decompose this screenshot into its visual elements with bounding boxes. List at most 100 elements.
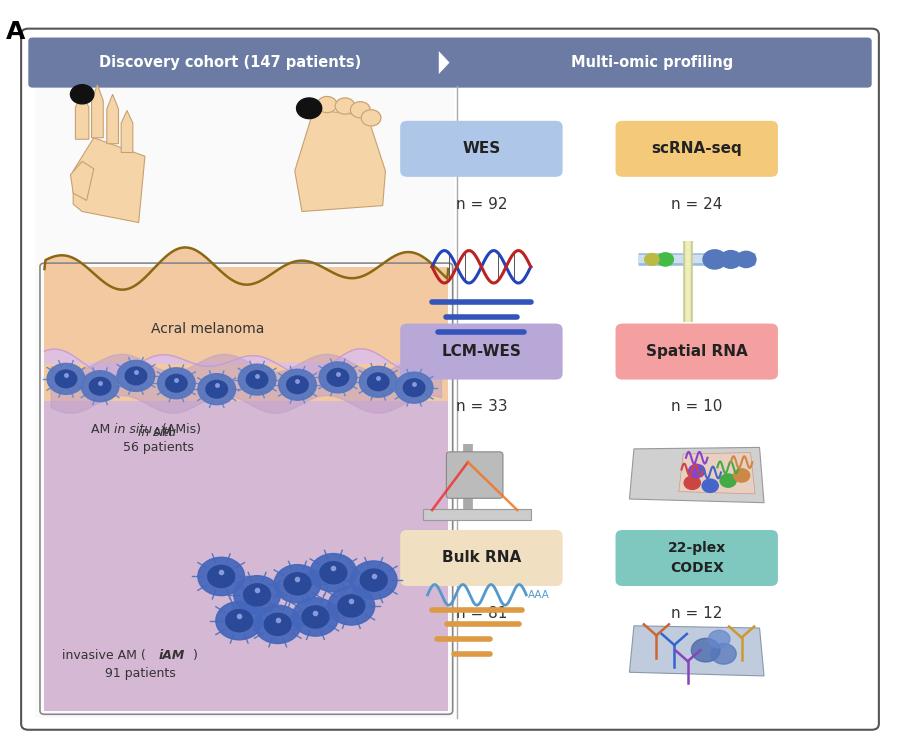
Text: n = 24: n = 24 xyxy=(671,197,723,212)
Text: CODEX: CODEX xyxy=(670,562,724,575)
Polygon shape xyxy=(295,110,385,212)
Text: 22-plex: 22-plex xyxy=(668,541,726,555)
Polygon shape xyxy=(679,453,755,494)
Text: in situ: in situ xyxy=(139,426,176,439)
Circle shape xyxy=(292,598,338,636)
Circle shape xyxy=(247,371,268,388)
Circle shape xyxy=(734,468,750,482)
Circle shape xyxy=(244,584,271,606)
Polygon shape xyxy=(70,161,94,201)
Polygon shape xyxy=(629,626,764,676)
Text: Discovery cohort (147 patients): Discovery cohort (147 patients) xyxy=(99,55,361,70)
Circle shape xyxy=(47,363,85,394)
Circle shape xyxy=(70,84,94,104)
Circle shape xyxy=(297,98,321,118)
FancyBboxPatch shape xyxy=(44,267,448,403)
Circle shape xyxy=(657,253,673,266)
Circle shape xyxy=(255,605,302,644)
Text: n = 92: n = 92 xyxy=(455,197,508,212)
Text: invasive AM (: invasive AM ( xyxy=(62,649,146,662)
Circle shape xyxy=(317,96,337,112)
Circle shape xyxy=(226,610,253,632)
FancyBboxPatch shape xyxy=(400,121,562,177)
Circle shape xyxy=(350,561,397,599)
Circle shape xyxy=(736,252,756,268)
Text: scRNA-seq: scRNA-seq xyxy=(652,141,742,156)
FancyBboxPatch shape xyxy=(28,38,872,87)
Circle shape xyxy=(310,554,356,592)
FancyBboxPatch shape xyxy=(616,530,778,586)
Text: 56 patients: 56 patients xyxy=(123,441,194,454)
Circle shape xyxy=(703,250,726,269)
Text: Acral melanoma: Acral melanoma xyxy=(151,323,265,337)
Circle shape xyxy=(335,98,355,114)
Text: Spatial RNA: Spatial RNA xyxy=(646,344,748,359)
Polygon shape xyxy=(73,138,145,223)
Circle shape xyxy=(395,372,433,403)
Circle shape xyxy=(265,613,292,636)
Text: 91 patients: 91 patients xyxy=(105,667,176,680)
Circle shape xyxy=(720,474,736,487)
Circle shape xyxy=(720,251,742,269)
Circle shape xyxy=(403,379,425,397)
Polygon shape xyxy=(76,93,89,139)
Circle shape xyxy=(711,644,736,665)
Circle shape xyxy=(361,110,381,126)
Text: n = 12: n = 12 xyxy=(671,606,723,621)
Circle shape xyxy=(208,565,235,588)
Polygon shape xyxy=(107,94,119,144)
Circle shape xyxy=(319,362,356,393)
Text: iAM: iAM xyxy=(158,649,184,662)
Circle shape xyxy=(702,479,718,492)
Circle shape xyxy=(274,565,320,603)
Circle shape xyxy=(300,100,319,116)
FancyBboxPatch shape xyxy=(616,121,778,177)
Text: WES: WES xyxy=(463,141,500,156)
Circle shape xyxy=(55,370,76,388)
Circle shape xyxy=(684,476,700,489)
Circle shape xyxy=(302,606,328,628)
Circle shape xyxy=(89,377,111,395)
Circle shape xyxy=(158,368,195,399)
Circle shape xyxy=(279,369,316,400)
Circle shape xyxy=(328,587,374,625)
Circle shape xyxy=(320,562,346,584)
Text: in situ: in situ xyxy=(113,423,152,436)
FancyBboxPatch shape xyxy=(21,29,879,730)
Circle shape xyxy=(708,630,730,648)
Text: A: A xyxy=(6,20,25,44)
Circle shape xyxy=(234,576,281,614)
Circle shape xyxy=(350,101,370,118)
FancyBboxPatch shape xyxy=(35,85,454,718)
Circle shape xyxy=(688,465,705,477)
Circle shape xyxy=(206,380,228,398)
Circle shape xyxy=(216,602,263,640)
Text: AAA: AAA xyxy=(528,590,550,600)
FancyBboxPatch shape xyxy=(400,530,562,586)
FancyBboxPatch shape xyxy=(44,401,448,710)
Circle shape xyxy=(198,557,245,596)
Circle shape xyxy=(338,595,364,617)
FancyBboxPatch shape xyxy=(400,323,562,380)
Circle shape xyxy=(691,639,720,662)
Circle shape xyxy=(360,569,387,591)
FancyBboxPatch shape xyxy=(616,323,778,380)
Circle shape xyxy=(166,374,187,392)
Text: Bulk RNA: Bulk RNA xyxy=(442,551,521,565)
Polygon shape xyxy=(423,508,531,519)
Circle shape xyxy=(644,254,659,266)
Circle shape xyxy=(198,374,236,405)
Polygon shape xyxy=(438,50,450,75)
FancyBboxPatch shape xyxy=(446,452,503,498)
Circle shape xyxy=(125,367,147,385)
Text: AM: AM xyxy=(153,426,176,439)
Circle shape xyxy=(238,364,276,395)
Polygon shape xyxy=(92,84,104,138)
Circle shape xyxy=(81,371,119,402)
Circle shape xyxy=(327,369,348,386)
Text: (AMis): (AMis) xyxy=(158,423,202,436)
Text: AM: AM xyxy=(91,423,117,436)
Text: n = 33: n = 33 xyxy=(455,400,508,414)
Circle shape xyxy=(359,366,397,397)
Polygon shape xyxy=(629,448,764,502)
